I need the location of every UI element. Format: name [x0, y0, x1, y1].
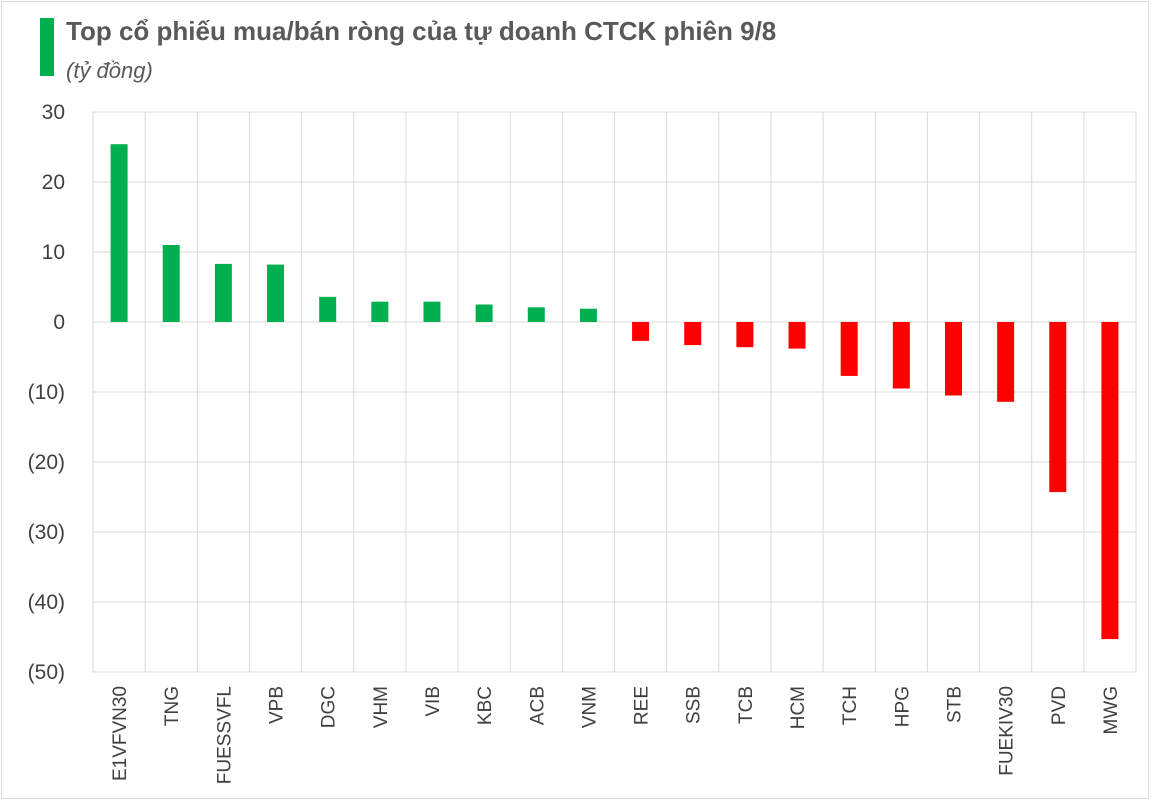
bar-e1vfvn30	[110, 144, 128, 322]
bar-acb	[527, 307, 545, 322]
y-tick-label: (10)	[28, 381, 65, 404]
bar-ssb	[684, 322, 702, 346]
bar-fuessvfl	[214, 263, 232, 322]
x-tick-label: VPB	[267, 686, 288, 724]
x-tick-label: SSB	[684, 686, 705, 724]
y-tick-label: 30	[42, 101, 65, 124]
x-tick-label: PVD	[1049, 686, 1070, 725]
x-tick-label: TNG	[162, 686, 183, 726]
x-tick-label: DGC	[319, 686, 340, 728]
x-tick-label: FUEKIV30	[997, 686, 1018, 776]
x-tick-label: E1VFVN30	[110, 686, 131, 781]
y-tick-label: 20	[42, 171, 65, 194]
bar-ree	[632, 322, 650, 341]
title-color-marker	[40, 18, 54, 76]
bar-hpg	[892, 322, 910, 389]
bar-vnm	[579, 308, 597, 322]
x-tick-label: REE	[632, 686, 653, 725]
bar-fuekiv30	[997, 322, 1015, 402]
x-tick-label: HPG	[892, 686, 913, 727]
x-tick-label: VIB	[423, 686, 444, 717]
y-tick-label: (30)	[28, 521, 65, 544]
y-tick-label: (40)	[28, 591, 65, 614]
x-tick-label: TCB	[736, 686, 757, 724]
bar-hcm	[788, 322, 806, 349]
chart-title: Top cổ phiếu mua/bán ròng của tự doanh C…	[66, 16, 777, 46]
x-tick-label: ACB	[527, 686, 548, 725]
x-tick-label: VHM	[371, 686, 392, 728]
bar-vhm	[371, 301, 389, 322]
x-tick-label: HCM	[788, 686, 809, 729]
y-tick-label: (20)	[28, 451, 65, 474]
x-tick-label: FUESSVFL	[214, 686, 235, 784]
bar-tng	[162, 245, 180, 322]
x-tick-label: KBC	[475, 686, 496, 725]
bar-tcb	[736, 322, 754, 348]
x-tick-label: MWG	[1101, 686, 1122, 735]
bar-mwg	[1101, 322, 1119, 640]
bar-tch	[840, 322, 858, 376]
x-tick-label: VNM	[579, 686, 600, 728]
bar-kbc	[475, 304, 493, 322]
y-tick-label: 10	[42, 241, 65, 264]
y-tick-label: (50)	[28, 661, 65, 684]
bar-dgc	[319, 296, 337, 322]
bar-vpb	[267, 264, 285, 322]
x-tick-label: TCH	[840, 686, 861, 725]
chart-subtitle: (tỷ đồng)	[66, 58, 153, 83]
y-tick-label: 0	[53, 311, 65, 334]
bar-stb	[944, 322, 962, 396]
bar-vib	[423, 301, 441, 322]
bar-pvd	[1049, 322, 1067, 493]
x-tick-label: STB	[944, 686, 965, 723]
